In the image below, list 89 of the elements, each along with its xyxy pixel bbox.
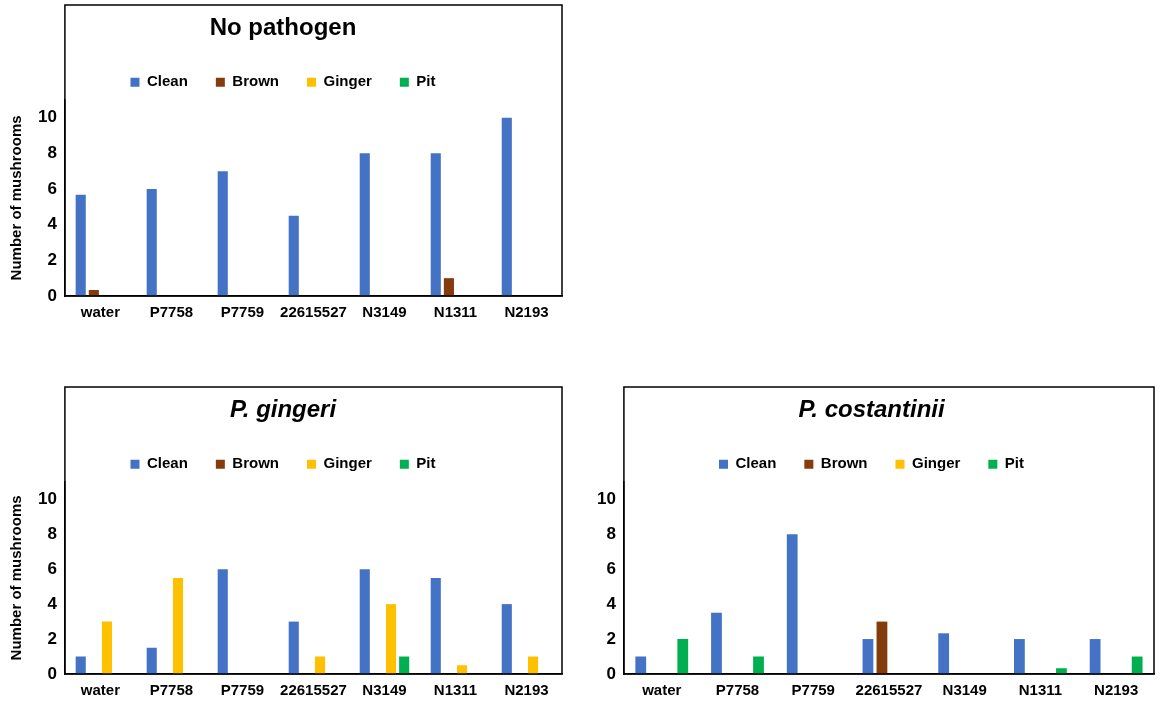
- y-tick-label: 0: [606, 663, 616, 683]
- chart-title: No pathogen: [209, 13, 357, 41]
- x-tick-label: N1311: [1018, 681, 1063, 699]
- legend-label: Clean: [146, 454, 188, 472]
- bar: [146, 647, 157, 674]
- legend-label: Brown: [820, 454, 868, 472]
- y-tick-label: 4: [606, 593, 617, 613]
- x-tick-label: P7759: [220, 303, 265, 321]
- y-tick-label: 0: [47, 285, 57, 305]
- y-tick-label: 2: [606, 628, 616, 648]
- bar: [217, 171, 228, 296]
- x-tick-label: N3149: [362, 303, 407, 321]
- bar: [501, 117, 512, 296]
- legend-label: Ginger: [323, 454, 372, 472]
- x-tick-label: 22615527: [280, 303, 347, 321]
- y-axis-title: Number of mushrooms: [7, 495, 25, 661]
- x-tick-label: 22615527: [280, 681, 347, 699]
- bar: [399, 656, 410, 674]
- bar: [1014, 639, 1025, 674]
- x-tick-label: water: [641, 681, 682, 699]
- bar: [456, 665, 468, 674]
- x-tick-label: N3149: [362, 681, 407, 699]
- legend-label: Clean: [735, 454, 777, 472]
- bar: [172, 577, 184, 674]
- y-tick-label: 8: [47, 523, 57, 543]
- bar: [359, 153, 370, 296]
- bar: [359, 569, 370, 674]
- bar: [101, 621, 113, 674]
- x-tick-label: N3149: [942, 681, 987, 699]
- bar: [862, 639, 874, 674]
- bar: [75, 194, 86, 296]
- bar: [528, 656, 539, 674]
- legend-label: Clean: [146, 72, 188, 90]
- y-tick-label: 4: [47, 214, 58, 234]
- y-tick-label: 4: [47, 593, 58, 613]
- x-tick-label: P7758: [149, 681, 194, 699]
- y-tick-label: 10: [37, 107, 57, 127]
- bar: [1131, 656, 1143, 674]
- chart-title: P. gingeri: [229, 395, 338, 423]
- bar: [753, 656, 764, 674]
- bar: [711, 612, 722, 674]
- bar: [430, 153, 441, 296]
- y-tick-label: 10: [37, 488, 57, 508]
- y-tick-label: 8: [606, 523, 616, 543]
- x-tick-label: P7758: [149, 303, 194, 321]
- y-tick-label: 8: [47, 143, 57, 162]
- x-tick-label: 22615527: [855, 681, 923, 699]
- y-tick-label: 6: [606, 558, 616, 578]
- legend-label: Ginger: [912, 454, 961, 472]
- legend-label: Brown: [232, 72, 280, 90]
- legend-label: Brown: [232, 454, 280, 472]
- bar: [876, 621, 888, 674]
- x-tick-label: N1311: [433, 681, 478, 699]
- y-axis-title: Number of mushrooms: [7, 115, 25, 281]
- x-tick-label: P7759: [220, 681, 265, 699]
- legend-label: Pit: [1004, 454, 1025, 472]
- x-tick-label: N2193: [1094, 681, 1139, 699]
- bar: [314, 656, 326, 674]
- y-tick-label: 2: [47, 628, 57, 648]
- bar: [75, 656, 86, 674]
- bar: [288, 621, 299, 674]
- bar: [786, 534, 798, 674]
- bar: [501, 604, 512, 674]
- y-tick-label: 10: [596, 488, 616, 508]
- y-tick-label: 2: [47, 250, 57, 270]
- bar: [217, 569, 228, 674]
- x-tick-label: water: [79, 303, 121, 321]
- legend-label: Pit: [416, 454, 436, 472]
- y-tick-label: 6: [47, 178, 57, 198]
- legend-label: Ginger: [323, 72, 372, 90]
- x-tick-label: P7758: [715, 681, 760, 699]
- bar: [1089, 639, 1101, 674]
- bar: [146, 188, 157, 296]
- y-tick-label: 0: [47, 663, 57, 683]
- x-tick-label: N1311: [433, 303, 478, 321]
- bar: [443, 278, 454, 296]
- y-tick-label: 6: [47, 558, 57, 578]
- x-tick-label: N2193: [504, 303, 549, 321]
- bar: [288, 215, 299, 296]
- bar: [938, 633, 950, 674]
- x-tick-label: water: [79, 681, 121, 699]
- bar: [385, 604, 397, 674]
- x-tick-label: N2193: [504, 681, 549, 699]
- legend-label: Pit: [416, 72, 436, 90]
- chart-title: P. costantinii: [798, 395, 946, 423]
- bar: [430, 577, 441, 674]
- x-tick-label: P7759: [791, 681, 835, 699]
- bar: [635, 656, 647, 674]
- bar: [677, 639, 689, 674]
